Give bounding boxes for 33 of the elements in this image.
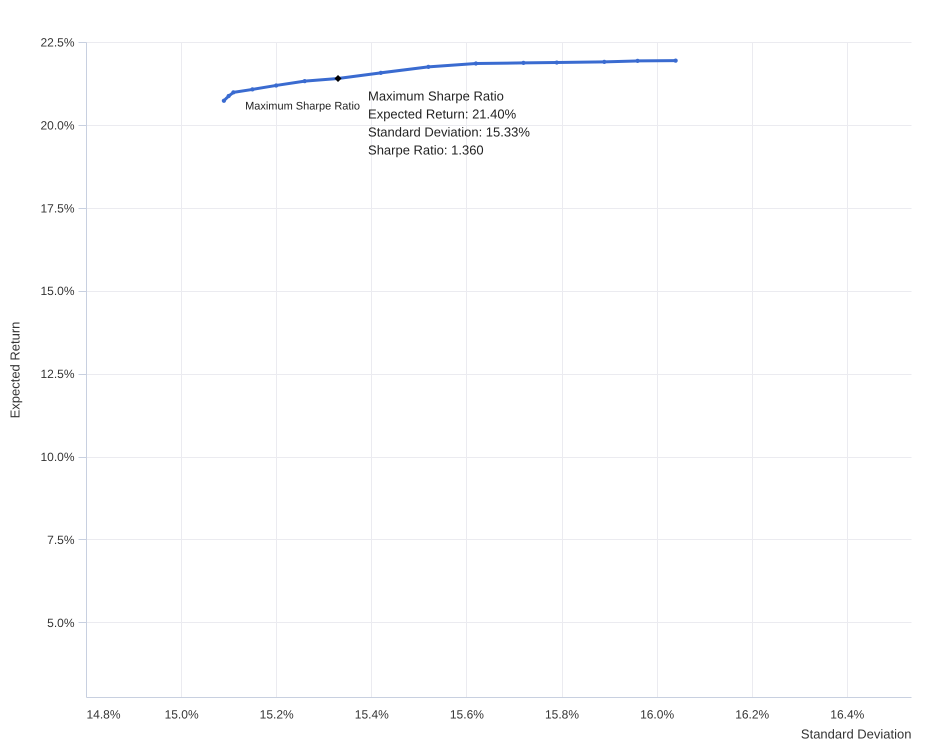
y-tick-label: 12.5%: [40, 367, 75, 382]
x-tick-label: 16.4%: [830, 708, 865, 722]
point: [521, 60, 526, 66]
point: [674, 58, 678, 63]
x-tick-label: 14.8%: [86, 708, 121, 722]
annotation: Maximum Sharpe Ratio Expected Return: 21.40% Standard Deviation: 15.33% Sharpe Ratio: 1.360: [368, 88, 530, 158]
point: [378, 70, 383, 75]
x-tick-label: 15.0%: [164, 708, 199, 722]
point: [226, 94, 231, 98]
x-tick-label: 15.2%: [260, 708, 294, 722]
point: [302, 79, 307, 84]
point: [231, 90, 236, 95]
point: [426, 64, 430, 69]
y-tick-label: 10.0%: [40, 450, 75, 464]
y-tick-label: 15.0%: [40, 284, 75, 298]
annotation: Maximum Sharpe Ratio: [245, 100, 360, 112]
y-axis-title: Expected Return: [7, 322, 22, 418]
y-tick-label: 20.0%: [40, 118, 75, 132]
y-tick-label: 7.5%: [47, 532, 75, 547]
x-tick-label: 16.0%: [640, 708, 674, 722]
point: [222, 98, 226, 103]
y-tick-label: 17.5%: [40, 201, 75, 216]
x-axis-title: Standard Deviation: [800, 726, 912, 742]
x-tick-label: 15.8%: [544, 708, 580, 722]
point: [602, 60, 606, 64]
x-tick-label: 16.2%: [735, 708, 770, 722]
y-tick-label: 5.0%: [47, 616, 75, 630]
x-tick-label: 15.4%: [354, 708, 390, 722]
x-tick-label: 15.6%: [450, 708, 484, 722]
point: [250, 87, 255, 92]
point: [554, 60, 559, 65]
point: [274, 83, 278, 88]
y-tick-label: 22.5%: [40, 36, 75, 50]
